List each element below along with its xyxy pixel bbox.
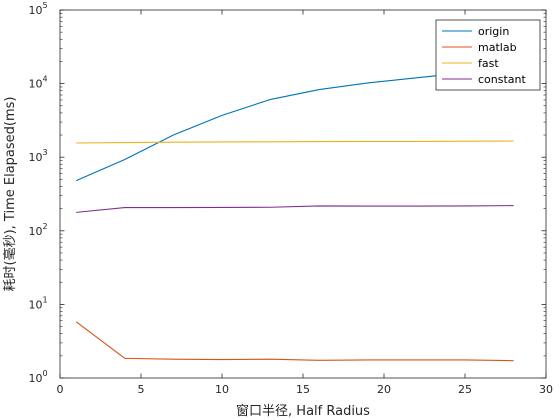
y-tick-label: 101: [28, 295, 47, 311]
x-tick-label: 15: [296, 383, 310, 396]
y-tick-label: 104: [28, 75, 47, 91]
legend-label-matlab: matlab: [478, 41, 517, 54]
y-tick-label: 103: [28, 148, 47, 164]
y-tick-label: 100: [28, 369, 47, 385]
legend: origin matlab fast constant: [436, 20, 540, 90]
y-tick-label: 105: [28, 1, 47, 17]
x-tick-label: 0: [57, 383, 64, 396]
x-tick-label: 20: [377, 383, 391, 396]
x-tick-label: 30: [539, 383, 553, 396]
x-tick-label: 25: [458, 383, 472, 396]
legend-label-fast: fast: [478, 57, 499, 70]
y-tick-label: 102: [28, 222, 47, 238]
legend-label-constant: constant: [478, 73, 527, 86]
y-axis-label: 耗时(毫秒), Time Elapased(ms): [2, 97, 18, 292]
x-tick-label: 10: [215, 383, 229, 396]
x-tick-label: 5: [138, 383, 145, 396]
x-axis-label: 窗口半径, Half Radius: [236, 403, 370, 419]
legend-label-origin: origin: [478, 25, 509, 38]
